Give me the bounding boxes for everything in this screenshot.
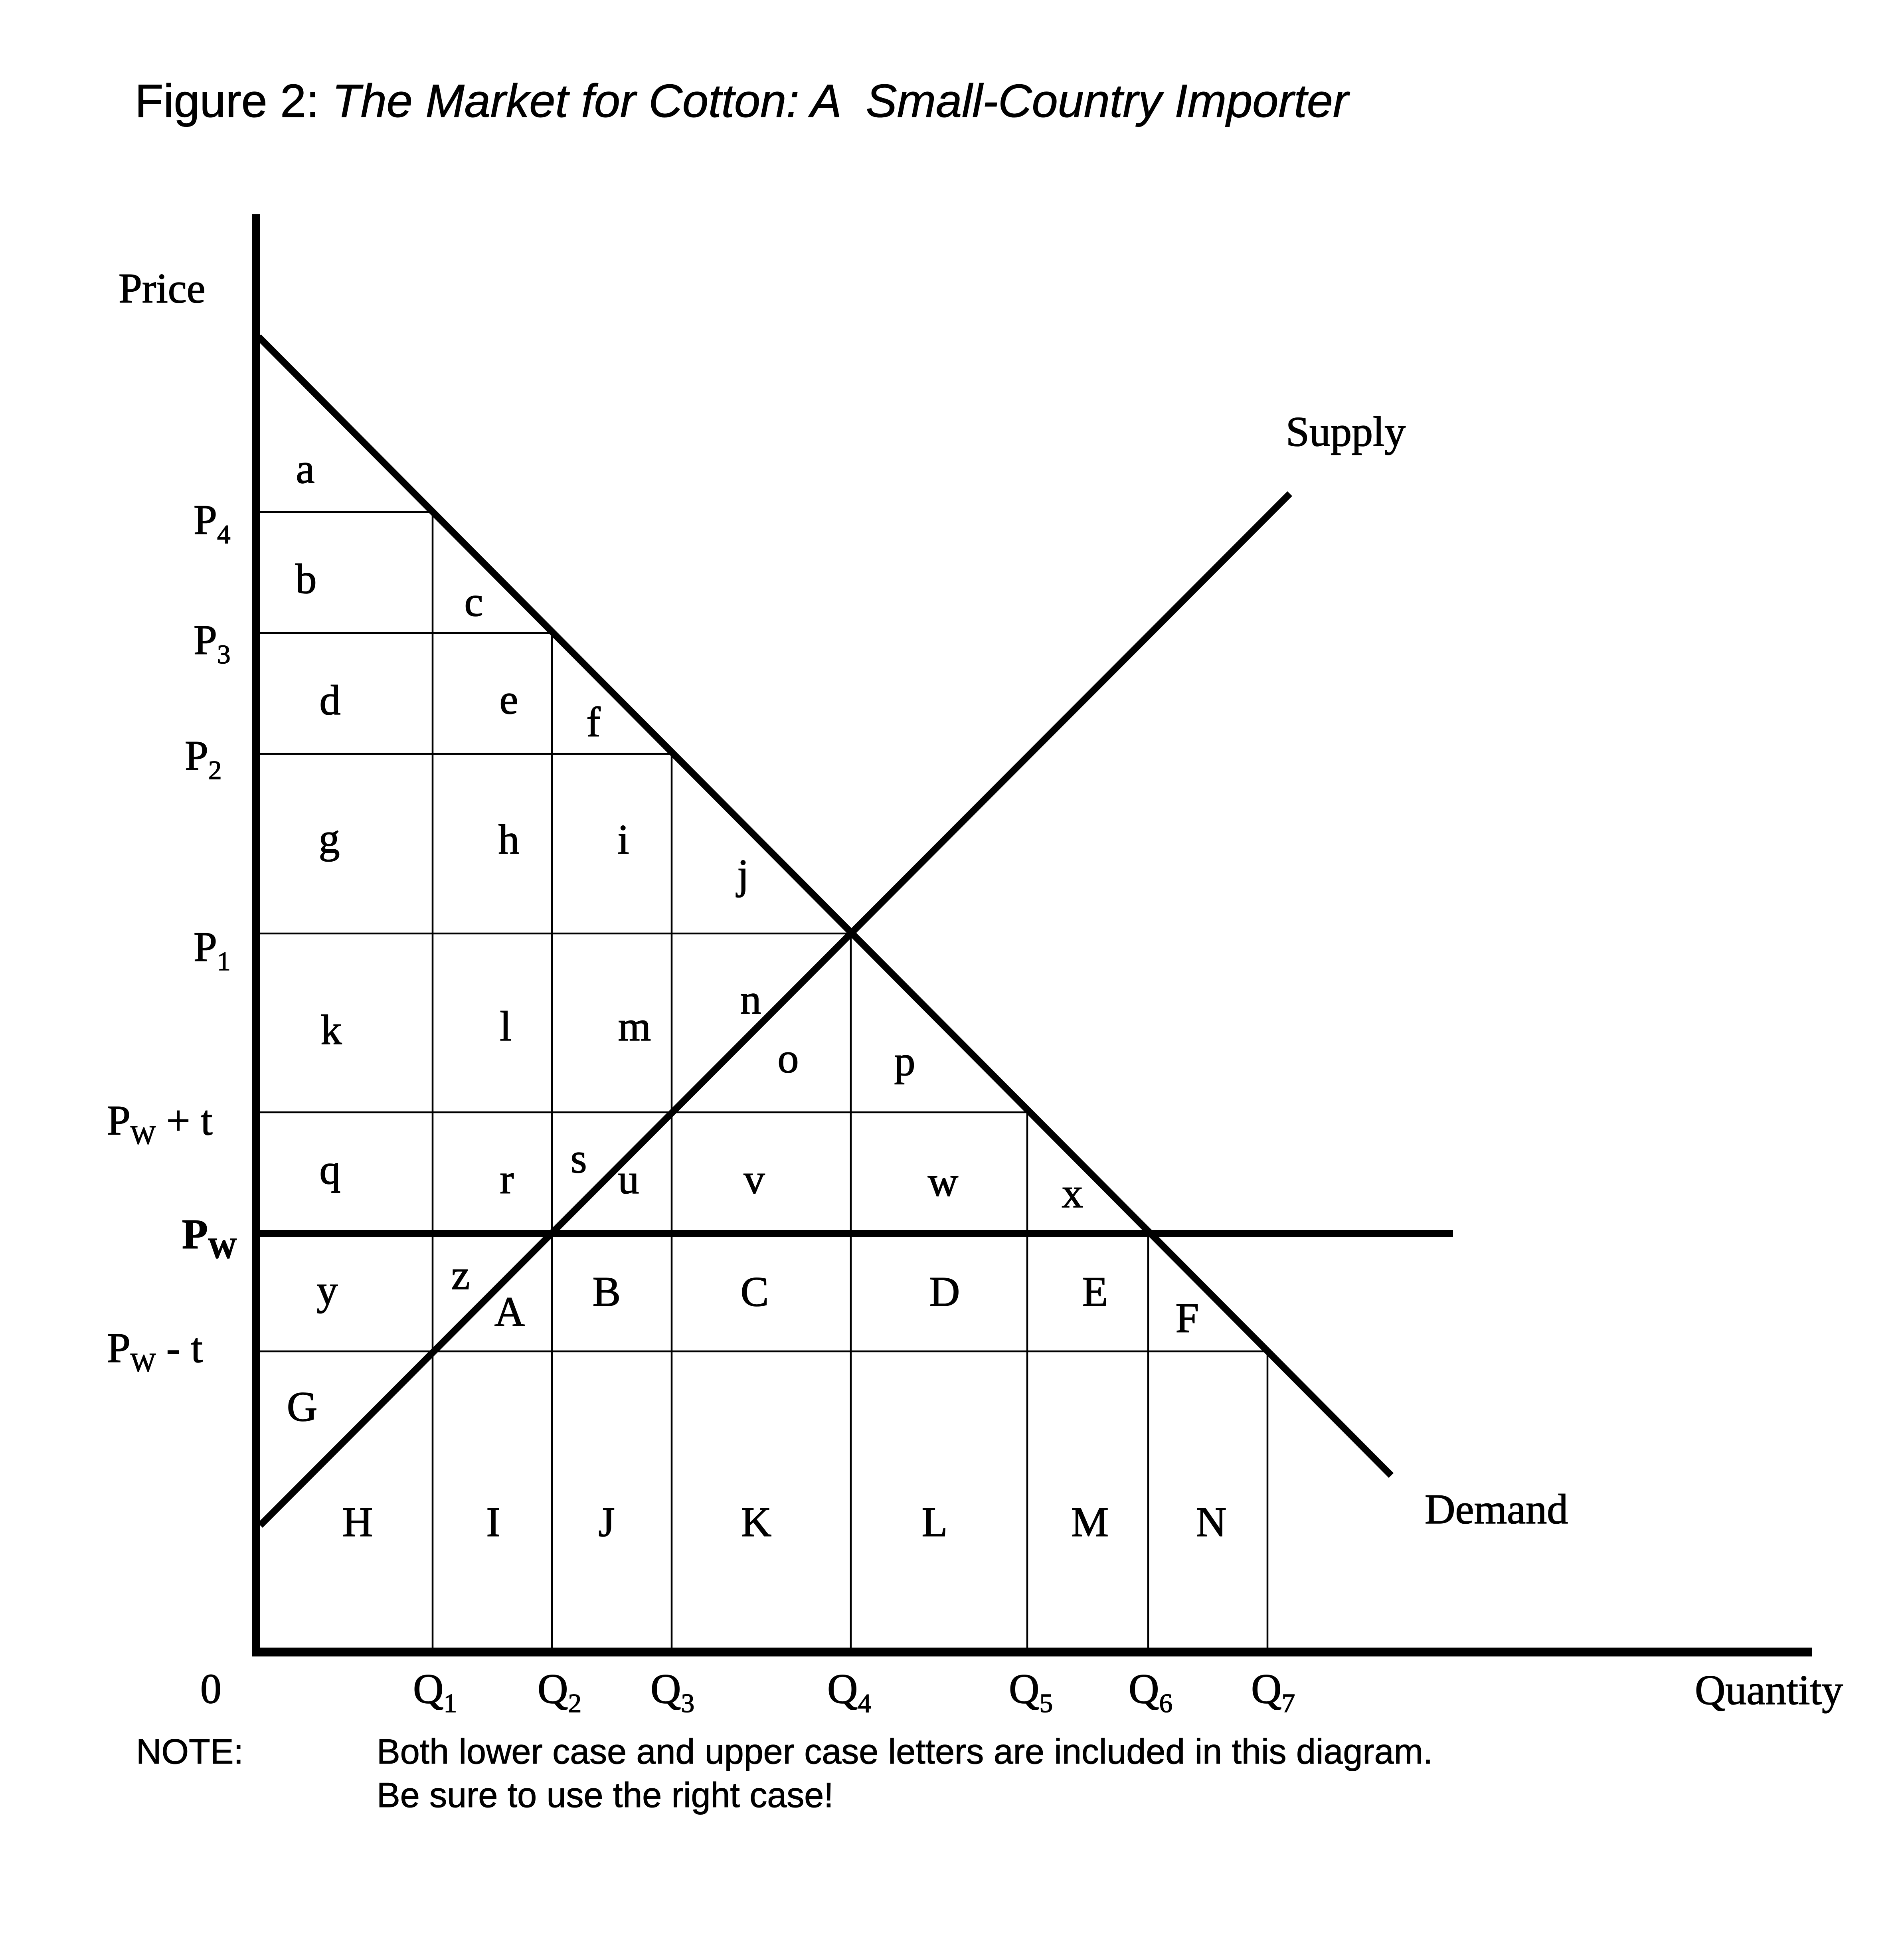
svg-text:N: N	[1196, 1499, 1227, 1545]
svg-text:j: j	[736, 851, 749, 898]
svg-text:D: D	[929, 1268, 960, 1315]
svg-text:PW + t: PW + t	[107, 1097, 212, 1150]
svg-text:i: i	[617, 816, 629, 863]
svg-text:E: E	[1082, 1268, 1108, 1315]
svg-text:C: C	[741, 1268, 769, 1315]
svg-text:K: K	[741, 1499, 772, 1545]
svg-text:Be sure to use the right case!: Be sure to use the right case!	[377, 1775, 834, 1815]
svg-text:Supply: Supply	[1286, 408, 1406, 455]
svg-text:P3: P3	[194, 617, 230, 669]
svg-text:Quantity: Quantity	[1695, 1667, 1843, 1713]
svg-text:p: p	[894, 1038, 915, 1084]
svg-text:P4: P4	[194, 496, 230, 549]
svg-text:NOTE:: NOTE:	[136, 1732, 243, 1771]
svg-text:c: c	[464, 578, 483, 625]
svg-text:e: e	[499, 676, 518, 723]
svg-text:P2: P2	[185, 732, 221, 785]
svg-text:0: 0	[200, 1665, 221, 1712]
svg-text:Both lower case and upper case: Both lower case and upper case letters a…	[377, 1732, 1433, 1771]
svg-text:G: G	[287, 1383, 318, 1430]
svg-text:L: L	[922, 1499, 948, 1545]
svg-text:Figure 2: The Market for Cotto: Figure 2: The Market for Cotton: A Small…	[135, 75, 1350, 127]
svg-text:Q1: Q1	[413, 1665, 457, 1718]
svg-text:r: r	[500, 1156, 514, 1202]
svg-text:o: o	[778, 1035, 799, 1082]
svg-text:H: H	[342, 1499, 373, 1545]
svg-text:Q4: Q4	[827, 1665, 871, 1718]
svg-text:Q7: Q7	[1251, 1665, 1295, 1718]
svg-text:y: y	[317, 1267, 338, 1313]
svg-text:g: g	[319, 815, 340, 862]
svg-text:k: k	[321, 1007, 342, 1053]
svg-text:l: l	[500, 1003, 511, 1050]
svg-text:d: d	[320, 677, 341, 724]
svg-text:Q5: Q5	[1009, 1665, 1053, 1718]
svg-text:h: h	[498, 816, 520, 863]
svg-text:s: s	[570, 1135, 587, 1182]
svg-text:Price: Price	[119, 265, 206, 312]
svg-text:f: f	[586, 699, 601, 746]
svg-text:z: z	[451, 1252, 470, 1298]
svg-text:m: m	[618, 1003, 651, 1050]
svg-text:q: q	[320, 1146, 341, 1193]
svg-text:J: J	[598, 1499, 615, 1545]
svg-text:w: w	[928, 1158, 959, 1205]
svg-text:F: F	[1176, 1295, 1199, 1341]
svg-text:Q3: Q3	[650, 1665, 694, 1718]
svg-text:M: M	[1071, 1499, 1109, 1545]
svg-text:Q2: Q2	[538, 1665, 581, 1718]
svg-text:Q6: Q6	[1129, 1665, 1172, 1718]
svg-text:v: v	[744, 1156, 765, 1202]
svg-text:a: a	[296, 445, 314, 492]
svg-text:B: B	[593, 1268, 621, 1315]
svg-text:b: b	[296, 556, 317, 602]
svg-text:n: n	[740, 976, 761, 1023]
svg-text:Demand: Demand	[1425, 1486, 1568, 1533]
svg-text:u: u	[618, 1156, 639, 1202]
svg-text:x: x	[1062, 1170, 1083, 1216]
svg-text:P1: P1	[194, 924, 230, 976]
svg-text:PW: PW	[182, 1211, 237, 1264]
svg-text:I: I	[486, 1499, 500, 1545]
svg-text:A: A	[494, 1288, 525, 1335]
svg-text:PW - t: PW - t	[107, 1325, 203, 1377]
